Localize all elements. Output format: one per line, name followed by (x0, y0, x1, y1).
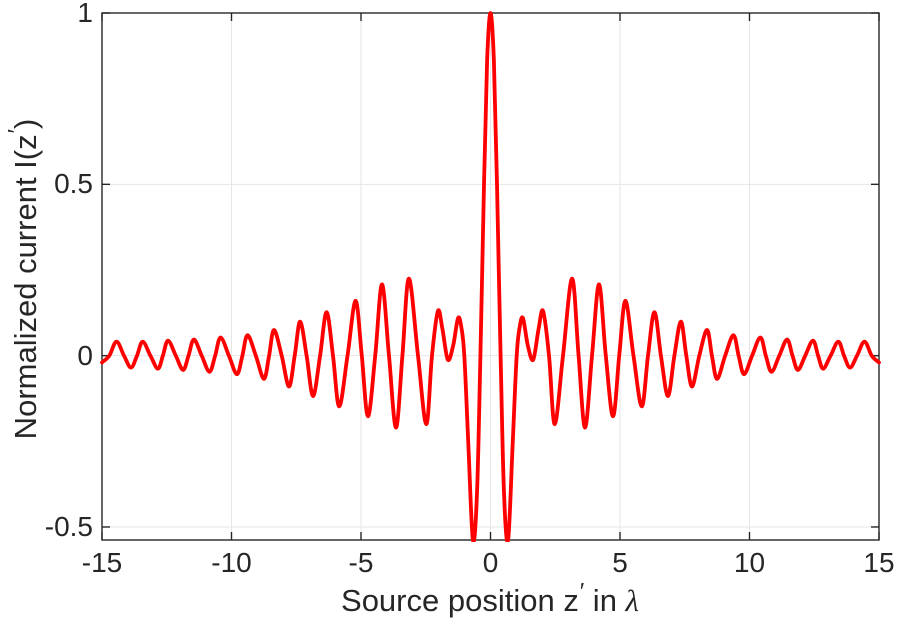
prime-symbol: ′ (579, 578, 585, 605)
x-axis-label-text: Source position z (341, 583, 579, 618)
x-tick-label: 0 (482, 547, 499, 578)
y-axis-label: Normalized current I(z′) (3, 93, 45, 465)
y-tick-label: 0 (77, 339, 93, 371)
prime-symbol: ′ (3, 129, 30, 134)
y-tick-label: 1 (77, 0, 93, 28)
x-tick-label: -5 (348, 547, 374, 578)
current-distribution-curve (100, 11, 881, 542)
y-axis-label-close: ) (8, 118, 43, 130)
x-tick-label: -15 (81, 547, 123, 578)
x-tick-label: -10 (211, 547, 252, 578)
x-tick-label: 15 (863, 547, 895, 578)
x-axis-label-mid: in (584, 583, 626, 618)
x-axis-label: Source position z′ in λ (290, 578, 690, 620)
x-tick-label: 10 (733, 547, 766, 578)
lambda-symbol: λ (625, 583, 639, 618)
y-tick-label: 0.5 (54, 168, 93, 200)
x-tick-label: 5 (612, 547, 628, 578)
y-tick-label: -0.5 (44, 510, 93, 542)
